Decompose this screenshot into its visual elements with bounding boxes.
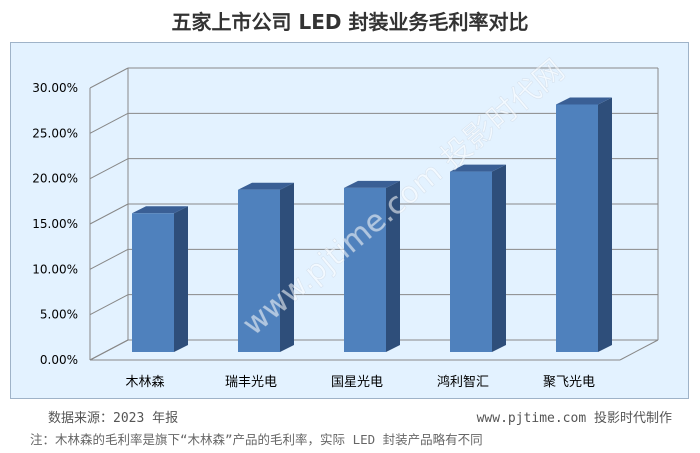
bar-top [344, 180, 400, 188]
chart-title: 五家上市公司 LED 封装业务毛利率对比 [171, 10, 529, 34]
bar-top [450, 164, 506, 172]
data-source-text: 数据来源：2023 年报 [48, 411, 179, 426]
bar-side [492, 164, 506, 352]
bar-side [598, 97, 612, 352]
x-tick-label: 鸿利智汇 [437, 374, 489, 390]
floor-right-edge [619, 339, 659, 361]
x-tick-label: 聚飞光电 [543, 375, 595, 390]
bar [556, 104, 598, 352]
y-tick-label: 5.00% [40, 308, 78, 322]
bar-top [238, 182, 294, 190]
bar-top [132, 206, 188, 214]
grid-diagonal [89, 339, 129, 361]
grid-diagonal [89, 294, 129, 316]
bar-top [556, 97, 612, 105]
y-tick-label: 10.00% [32, 262, 78, 276]
y-tick-label: 20.00% [32, 172, 78, 186]
bar [450, 171, 492, 352]
x-tick-label: 瑞丰光电 [225, 375, 277, 390]
footnote-text: 注：木林森的毛利率是旗下“木林森”产品的毛利率，实际 LED 封装产品略有不同 [30, 432, 483, 447]
credit-text: www.pjtime.com 投影时代制作 [476, 411, 672, 426]
bar [344, 187, 386, 352]
y-tick-label: 15.00% [32, 217, 78, 231]
x-tick-label: 木林森 [125, 375, 164, 390]
grid-diagonal [89, 248, 129, 270]
grid-diagonal [89, 112, 129, 134]
grid-diagonal [89, 67, 129, 89]
y-tick-label: 25.00% [32, 126, 78, 140]
bar-side [174, 206, 188, 352]
y-tick-label: 30.00% [32, 81, 78, 95]
grid-diagonal [89, 203, 129, 225]
bar-side [386, 180, 400, 352]
y-tick-label: 0.00% [40, 353, 78, 367]
bar-side [280, 182, 294, 352]
bar [132, 213, 174, 352]
x-tick-label: 国星光电 [331, 375, 383, 390]
bar [238, 189, 280, 352]
grid-diagonal [89, 158, 129, 180]
